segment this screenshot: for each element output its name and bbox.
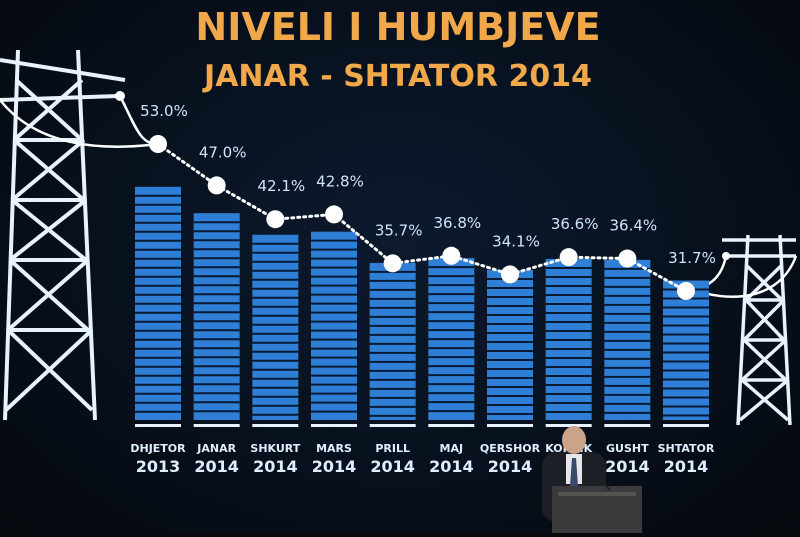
bar-segments xyxy=(663,288,709,417)
value-label: 42.1% xyxy=(258,177,306,195)
line-marker xyxy=(677,281,695,300)
line-marker xyxy=(325,205,343,224)
bar-baseline xyxy=(193,424,240,427)
value-label: 34.1% xyxy=(492,232,540,250)
bar-baseline xyxy=(487,424,533,427)
category-label: SHTATOR xyxy=(658,442,715,455)
bar-baseline xyxy=(311,424,357,427)
line-marker xyxy=(442,246,461,265)
bar-segments xyxy=(604,267,651,414)
bar-baseline xyxy=(135,424,181,427)
year-label: 2014 xyxy=(194,457,239,476)
year-label: 2014 xyxy=(488,457,533,476)
power-pylon-left-icon xyxy=(0,49,126,421)
line-marker xyxy=(207,176,226,195)
value-label: 36.6% xyxy=(551,215,599,233)
bar-segments xyxy=(193,221,240,413)
year-label: 2014 xyxy=(664,457,709,476)
year-label: 2013 xyxy=(136,457,181,476)
category-label: PRILL xyxy=(375,442,410,455)
bar-segments xyxy=(369,270,416,417)
value-label: 31.7% xyxy=(668,249,716,267)
bar-segments xyxy=(487,277,533,415)
bar-shtator xyxy=(663,280,709,420)
bar-baseline xyxy=(545,424,592,427)
pylon-right-insulator xyxy=(722,252,730,260)
wire-left-lower xyxy=(0,99,159,148)
category-label: QERSHOR xyxy=(480,442,541,455)
year-label: 2014 xyxy=(253,457,298,476)
category-label: MAJ xyxy=(440,442,464,455)
value-label: 36.4% xyxy=(610,217,658,235)
bar-segments xyxy=(428,266,475,413)
bar-baseline xyxy=(604,424,651,427)
category-label: GUSHT xyxy=(606,442,649,455)
year-label: 2014 xyxy=(312,457,357,476)
value-label: 53.0% xyxy=(140,102,188,120)
speaker-figure xyxy=(542,426,642,533)
year-label: 2014 xyxy=(605,457,650,476)
year-label: 2014 xyxy=(370,457,415,476)
line-marker xyxy=(501,265,519,284)
bar-segments xyxy=(311,239,357,413)
value-label: 42.8% xyxy=(316,172,364,190)
trend-line xyxy=(156,142,688,293)
microphone xyxy=(597,477,611,491)
value-label: 36.8% xyxy=(434,214,482,232)
bar-prill xyxy=(369,262,416,420)
value-label: 35.7% xyxy=(375,221,423,239)
bar-baseline xyxy=(369,424,416,427)
bar-qershor xyxy=(487,269,533,420)
bar-baseline xyxy=(428,424,475,427)
value-label: 47.0% xyxy=(199,143,247,161)
bar-mars xyxy=(311,231,357,420)
bar-baseline xyxy=(252,424,299,427)
line-marker xyxy=(149,135,167,153)
bar-segments xyxy=(252,242,299,416)
power-pylon-right-icon xyxy=(722,234,796,426)
category-label: SHKURT xyxy=(250,442,300,455)
bar-janar xyxy=(193,213,240,420)
category-label: MARS xyxy=(316,442,352,455)
bar-segments xyxy=(135,194,181,413)
year-label: 2014 xyxy=(429,457,474,476)
bar-baseline xyxy=(663,424,709,427)
bar-shkurt xyxy=(252,234,299,420)
category-label: JANAR xyxy=(196,442,236,455)
chart-subtitle: JANAR - SHTATOR 2014 xyxy=(202,59,592,94)
chart-title: NIVELI I HUMBJEVE xyxy=(195,5,600,49)
bar-segments xyxy=(545,266,592,413)
category-label: DHJETOR xyxy=(130,442,186,455)
line-marker xyxy=(618,249,637,268)
line-marker xyxy=(266,210,285,229)
line-marker xyxy=(559,248,578,267)
line-marker xyxy=(383,254,402,273)
